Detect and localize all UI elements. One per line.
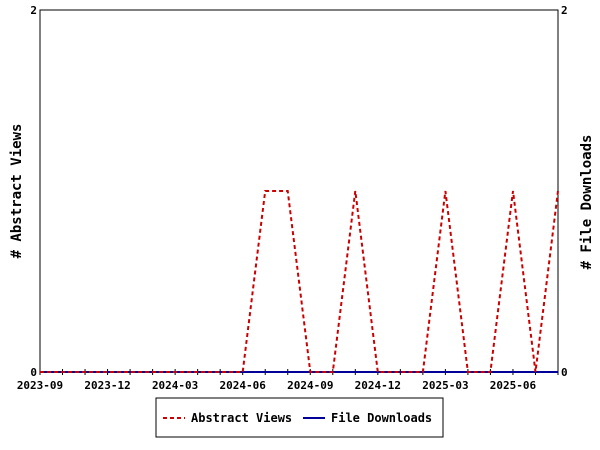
x-tick-label: 2024-03: [152, 379, 198, 392]
x-axis-tick-labels: 2023-09 2023-12 2024-03 2024-06 2024-09 2024-…: [17, 379, 537, 392]
x-tick-label: 2023-12: [84, 379, 130, 392]
x-tick-label: 2025-03: [422, 379, 468, 392]
x-tick-label: 2024-12: [355, 379, 401, 392]
y-right-tick-label: 0: [561, 366, 568, 379]
x-tick-label: 2024-06: [220, 379, 267, 392]
y-right-tick-label: 2: [561, 4, 568, 17]
x-tick-label: 2023-09: [17, 379, 63, 392]
legend-box: [155, 397, 444, 438]
legend-label-abstract-views: Abstract Views: [191, 411, 292, 425]
y-left-tick-label: 0: [30, 366, 37, 379]
x-tick-label: 2025-06: [490, 379, 537, 392]
y-axis-right-title: # File Downloads: [579, 135, 595, 270]
legend: Abstract Views File Downloads: [155, 397, 444, 438]
y-left-tick-label: 2: [30, 4, 37, 17]
legend-label-file-downloads: File Downloads: [331, 411, 432, 425]
x-tick-label: 2024-09: [287, 379, 333, 392]
series-layer: [40, 190, 559, 373]
y-axis-tick-labels: 0 2 0 2: [30, 4, 567, 379]
y-axis-left-title: # Abstract Views: [9, 124, 25, 259]
plot-area: [39, 9, 559, 373]
series-line-abstract-views: [40, 190, 559, 373]
